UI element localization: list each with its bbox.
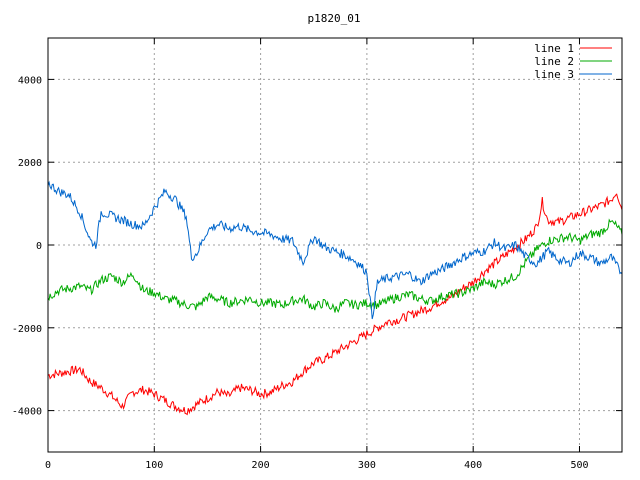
grid-lines	[48, 38, 622, 452]
y-tick-label: 4000	[18, 75, 42, 86]
axis-ticks: 0 100 200 300 400 500 -4000 -2000 0 2000 4000	[12, 38, 622, 471]
x-tick-label: 500	[570, 460, 588, 471]
y-tick-label: -4000	[12, 407, 42, 418]
x-tick-label: 100	[145, 460, 163, 471]
x-tick-label: 400	[464, 460, 482, 471]
series-line-3	[47, 180, 623, 320]
x-tick-label: 200	[252, 460, 270, 471]
y-tick-label: 2000	[18, 158, 42, 169]
chart-title: p1820_01	[308, 12, 361, 25]
y-tick-label: 0	[36, 241, 42, 252]
x-tick-label: 0	[45, 460, 51, 471]
legend-label: line 2	[534, 55, 574, 68]
series-line-1	[47, 193, 623, 416]
series-lines	[47, 180, 623, 416]
legend-label: line 1	[534, 42, 574, 55]
series-line-2	[47, 218, 623, 313]
x-tick-label: 300	[358, 460, 376, 471]
legend-label: line 3	[534, 68, 574, 81]
y-tick-label: -2000	[12, 324, 42, 335]
